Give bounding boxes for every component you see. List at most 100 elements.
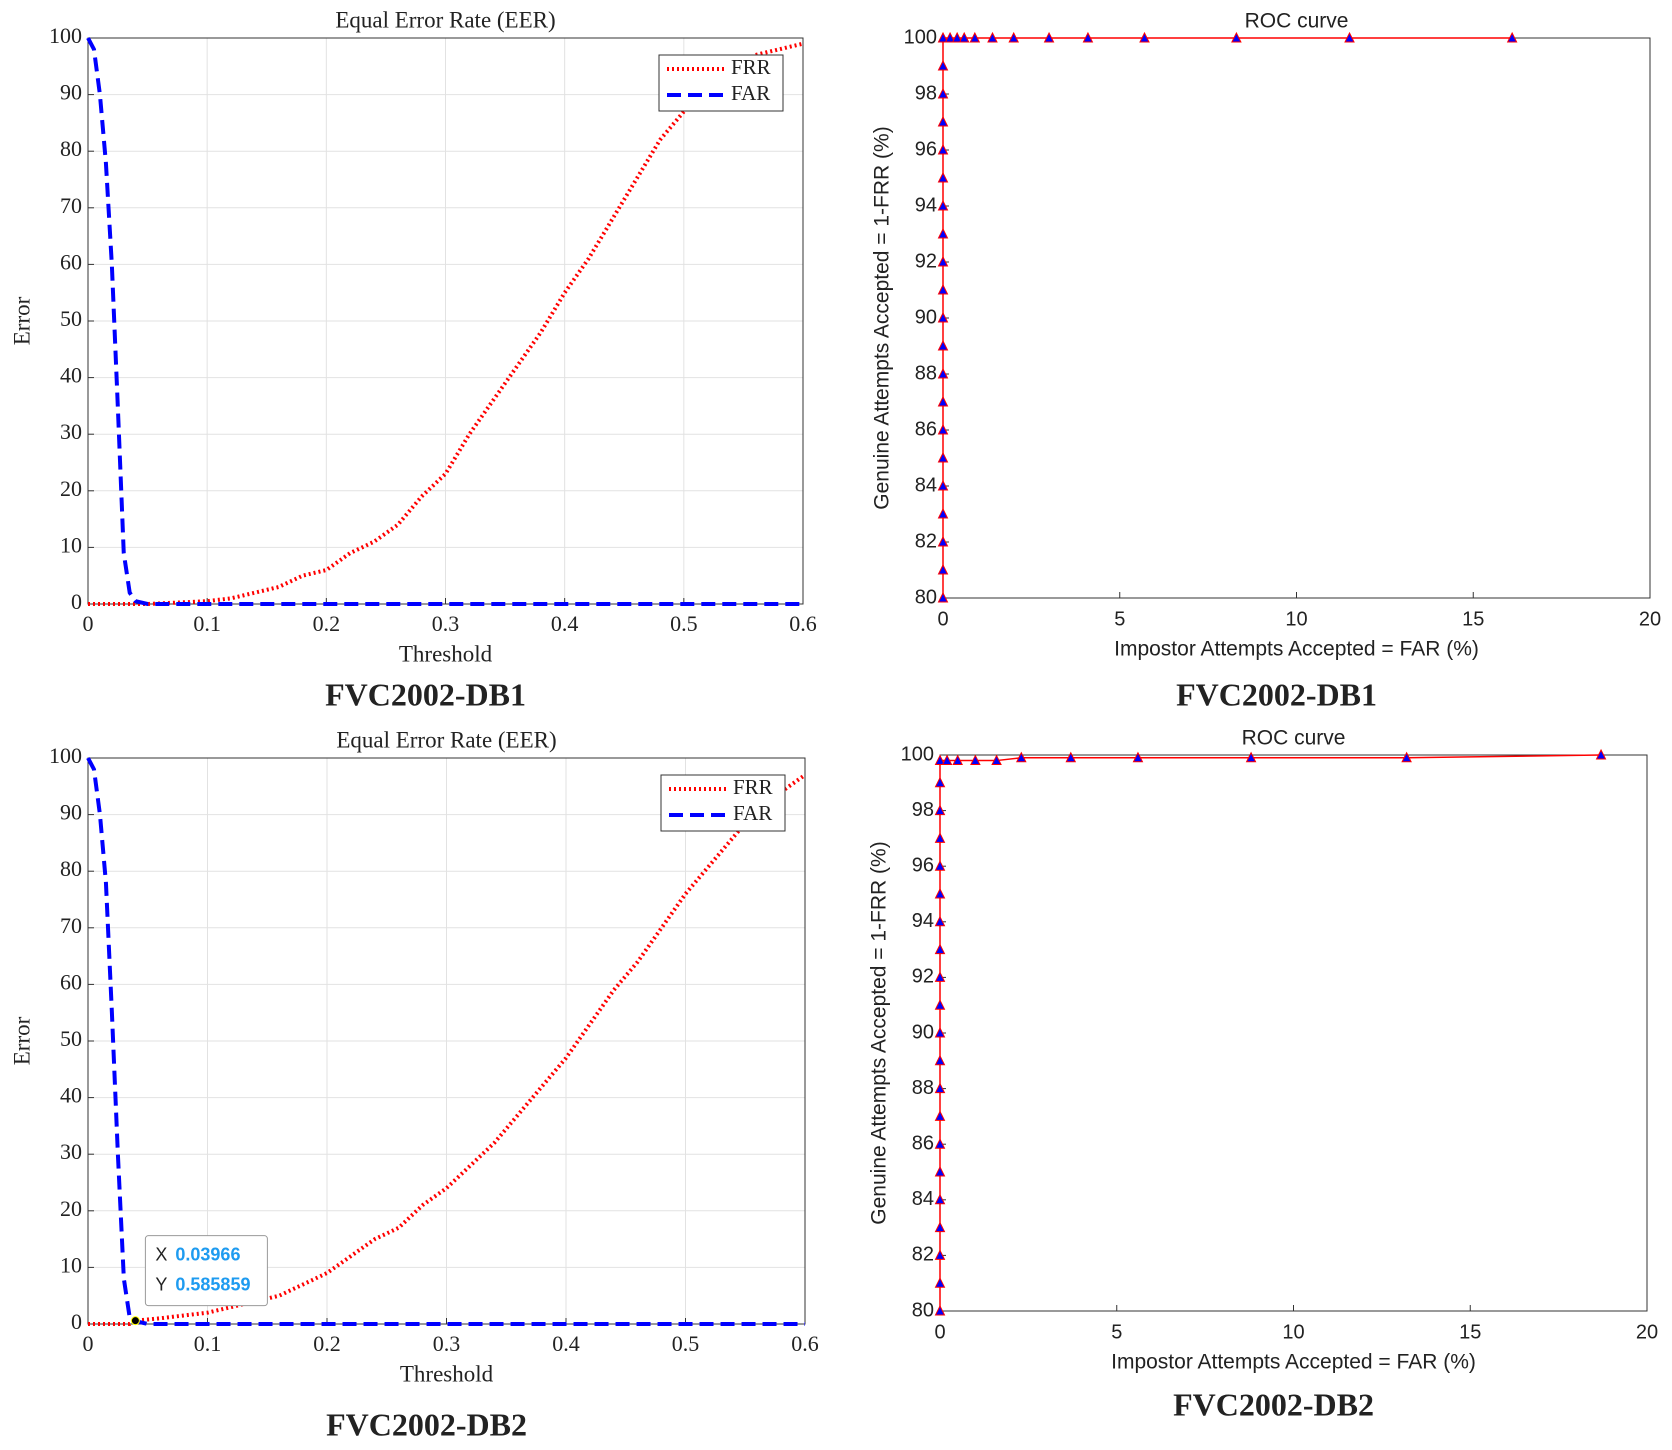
marker: [934, 832, 946, 843]
marker: [934, 999, 946, 1010]
axes-box: [87, 37, 804, 605]
marker: [937, 115, 949, 127]
x-tick-label: 0.6: [789, 611, 817, 636]
y-tick-label: 100: [49, 23, 82, 48]
y-tick-label: 86: [915, 418, 937, 440]
y-tick-label: 94: [912, 910, 934, 932]
marker: [934, 1054, 946, 1066]
y-tick-label: 40: [60, 363, 82, 388]
y-tick-label: 0: [71, 1309, 82, 1334]
y-tick-label: 82: [915, 530, 937, 552]
y-tick-label: 80: [60, 856, 82, 881]
x-tick-label: 20: [1636, 1321, 1658, 1343]
y-tick-label: 82: [912, 1244, 934, 1266]
marker: [937, 563, 949, 575]
chart: 80 82 84 86 88 90 92 94 96 98 100 0 5 10 15 20 ROC curve…: [868, 727, 1659, 1374]
marker: [937, 339, 949, 351]
x-tick-label: 0: [937, 608, 948, 630]
marker: [1082, 31, 1094, 43]
y-tick-label: 90: [60, 800, 82, 825]
y-tick-label: 70: [60, 193, 82, 218]
x-tick-label: 10: [1285, 608, 1307, 630]
marker: [1043, 31, 1055, 43]
marker: [934, 1082, 946, 1094]
marker: [937, 591, 949, 603]
y-tick-label: 80: [915, 586, 937, 608]
datatip-value: 0.585859: [175, 1274, 250, 1294]
x-tick-label: 10: [1282, 1321, 1304, 1343]
y-tick-label: 96: [912, 854, 934, 876]
y-axis-label: Error: [9, 1016, 34, 1065]
y-tick-label: 86: [912, 1132, 934, 1154]
y-tick-label: 10: [60, 532, 82, 557]
marker: [937, 507, 949, 519]
y-tick-label: 30: [60, 1139, 82, 1164]
y-tick-label: 20: [60, 1196, 82, 1221]
x-tick-label: 0.3: [433, 1331, 461, 1356]
datatip-point: [130, 1316, 140, 1326]
datatip-label: X: [155, 1244, 167, 1264]
x-tick-label: 0.1: [193, 611, 221, 636]
y-tick-label: 98: [915, 82, 937, 104]
y-tick-label: 84: [912, 1188, 934, 1210]
y-tick-label: 94: [915, 194, 937, 216]
chart: 80 82 84 86 88 90 92 94 96 98 100 0 5 10 15 20 ROC curve…: [871, 10, 1662, 661]
caption: FVC2002-DB1: [325, 676, 526, 712]
y-tick-label: 90: [915, 306, 937, 328]
marker: [1344, 31, 1355, 43]
legend-box: [658, 54, 784, 112]
y-tick-label: 0: [71, 589, 82, 614]
y-tick-label: 88: [915, 362, 937, 384]
marker: [934, 776, 946, 788]
marker: [934, 1138, 946, 1149]
y-tick-label: 84: [915, 474, 937, 496]
series-line: [88, 41, 804, 606]
marker: [987, 31, 998, 43]
x-axis-label: Threshold: [399, 641, 493, 666]
marker: [937, 479, 949, 491]
x-tick-label: 0.5: [670, 611, 698, 636]
chart: 0 10 20 30 40 50 60 70 80 90 100 0 0.1 0.2 0.3 0.4 0.5 0.…: [9, 7, 816, 666]
marker: [934, 860, 946, 871]
marker: [1008, 31, 1020, 43]
y-tick-label: 50: [60, 1026, 82, 1051]
caption: FVC2002-DB2: [326, 1406, 527, 1442]
x-tick-label: 0: [83, 1331, 94, 1356]
legend-label: FRR: [733, 775, 773, 799]
marker: [937, 367, 949, 379]
marker: [934, 754, 946, 766]
caption: FVC2002-DB1: [1176, 676, 1377, 712]
marker: [934, 1249, 946, 1260]
y-tick-label: 90: [60, 80, 82, 105]
marker: [944, 31, 956, 43]
marker: [951, 31, 963, 43]
marker: [1595, 748, 1607, 760]
marker: [937, 31, 949, 43]
x-axis-label: Impostor Attempts Accepted = FAR (%): [1114, 638, 1479, 661]
marker: [937, 451, 949, 463]
plot-area: [940, 755, 1647, 1311]
y-tick-label: 98: [912, 799, 934, 821]
marker: [970, 754, 981, 766]
marker: [958, 31, 970, 43]
y-tick-label: 80: [60, 136, 82, 161]
x-tick-label: 0.2: [313, 1331, 341, 1356]
marker: [934, 1026, 946, 1038]
y-tick-label: 60: [60, 969, 82, 994]
y-axis-label: Error: [9, 296, 34, 345]
x-tick-label: 5: [1114, 608, 1125, 630]
x-axis-label: Threshold: [400, 1361, 494, 1386]
chart-title: ROC curve: [1242, 727, 1346, 750]
marker: [1015, 751, 1027, 763]
marker: [991, 754, 1002, 766]
series-line: [88, 773, 807, 1326]
y-tick-label: 50: [60, 306, 82, 331]
legend-label: FAR: [731, 81, 770, 105]
y-tick-label: 100: [49, 743, 82, 768]
y-tick-label: 96: [915, 138, 937, 160]
legend-box: [660, 774, 786, 832]
marker: [934, 1110, 946, 1121]
datatip-value: 0.03966: [175, 1244, 240, 1264]
marker: [934, 915, 946, 927]
marker: [937, 143, 949, 155]
